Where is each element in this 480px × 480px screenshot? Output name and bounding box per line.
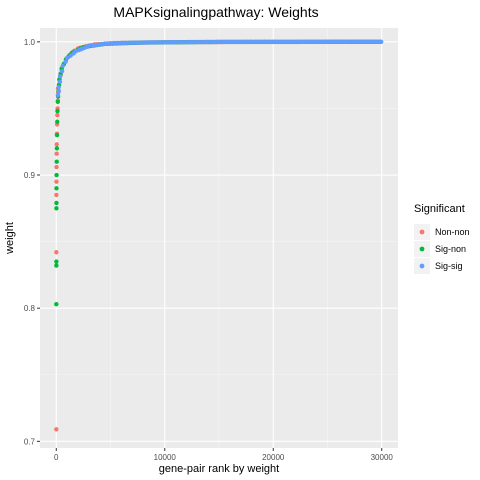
y-tick-label: 0.7 [24, 437, 36, 446]
data-point [55, 99, 60, 104]
data-point [54, 259, 59, 264]
data-point [54, 206, 59, 211]
data-point [54, 146, 60, 151]
data-point [54, 159, 59, 164]
data-point [247, 39, 252, 45]
data-point [56, 84, 61, 90]
data-point [60, 63, 65, 69]
data-point [54, 250, 59, 255]
data-point [59, 68, 65, 74]
x-axis: 0 10000 20000 30000 [54, 448, 393, 462]
y-axis: 0.7 0.8 0.9 1.0 [24, 38, 40, 446]
series-sig-sig [55, 39, 384, 98]
y-tick-label: 0.8 [24, 304, 36, 313]
data-point [376, 39, 382, 45]
legend-title: Significant [414, 203, 465, 215]
x-axis-title: gene-pair rank by weight [159, 463, 279, 475]
data-point [54, 172, 59, 178]
data-point [55, 92, 61, 98]
data-point [55, 112, 60, 118]
data-point [54, 164, 59, 170]
data-point [55, 119, 60, 124]
data-point [54, 427, 59, 432]
legend-key-sig-sig [419, 263, 425, 269]
data-point [203, 39, 209, 45]
data-point [54, 200, 59, 206]
legend-items: Non-non Sig-non Sig-sig [414, 224, 470, 274]
x-tick-label: 10000 [154, 453, 177, 462]
x-tick-label: 30000 [371, 453, 394, 462]
data-point [54, 142, 59, 147]
data-point [345, 39, 350, 45]
data-point [54, 179, 59, 184]
legend: Significant Non-non Sig-non Sig-sig [414, 203, 470, 274]
data-point [54, 132, 60, 138]
data-point [57, 79, 63, 84]
data-point [301, 39, 307, 45]
data-point [55, 108, 60, 114]
legend-label: Non-non [435, 227, 470, 237]
y-tick-label: 0.9 [24, 171, 36, 180]
y-axis-title: weight [4, 222, 16, 255]
x-tick-label: 0 [54, 453, 59, 462]
data-point [54, 186, 59, 191]
data-point [54, 301, 59, 307]
data-point [84, 44, 90, 50]
x-tick-label: 20000 [262, 453, 285, 462]
data-points [54, 39, 384, 432]
legend-key-non-non [419, 229, 425, 235]
y-tick-label: 1.0 [24, 38, 36, 47]
data-point [63, 59, 68, 65]
data-point [64, 55, 70, 61]
data-point [54, 263, 59, 268]
data-point [56, 88, 62, 94]
legend-label: Sig-non [435, 244, 466, 254]
data-point [71, 51, 76, 56]
data-point [54, 151, 59, 156]
data-point [106, 41, 111, 46]
legend-label: Sig-sig [435, 261, 463, 271]
chart-title: MAPKsignalingpathway: Weights [113, 4, 318, 20]
data-point [54, 192, 59, 198]
data-point [149, 40, 155, 45]
data-point [57, 74, 63, 79]
legend-key-sig-non [419, 246, 425, 252]
